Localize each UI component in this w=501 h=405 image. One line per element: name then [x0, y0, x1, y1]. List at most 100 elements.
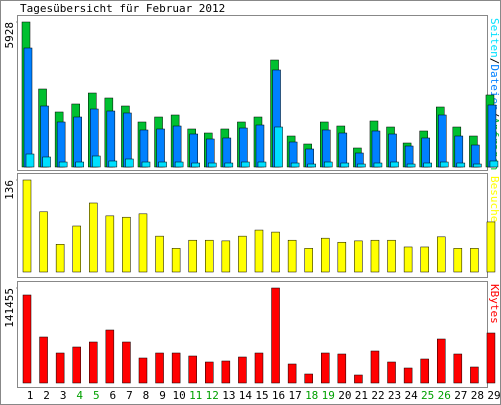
legend-entry: Besuche	[488, 176, 501, 222]
x-tick-label: 21	[355, 389, 368, 402]
bar	[106, 110, 116, 168]
bar	[238, 356, 247, 384]
bar	[421, 137, 430, 168]
bar	[440, 161, 449, 168]
bar	[420, 246, 429, 273]
bar	[371, 130, 381, 168]
bar	[89, 341, 98, 384]
bar	[221, 360, 231, 384]
bar	[222, 137, 232, 168]
x-tick-label: 24	[404, 389, 418, 402]
legend: KBytes	[488, 284, 501, 324]
bar	[304, 248, 313, 273]
panel	[17, 15, 488, 171]
bar	[191, 162, 200, 168]
bar	[58, 161, 68, 168]
bar	[105, 215, 115, 273]
bar	[324, 161, 333, 168]
bar	[473, 163, 482, 168]
x-tick-label: 6	[110, 389, 117, 402]
x-tick-label: 8	[143, 389, 150, 402]
x-tick-label: 9	[159, 389, 166, 402]
bar	[55, 352, 65, 384]
bar	[122, 216, 131, 273]
bar	[437, 236, 446, 273]
bar	[39, 336, 48, 384]
bar	[470, 248, 479, 273]
bar	[403, 367, 413, 384]
legend-separator: /	[488, 58, 501, 65]
x-tick-label: 16	[272, 389, 285, 402]
x-tick-label: 5	[93, 389, 100, 402]
bar	[255, 124, 265, 168]
bar	[205, 239, 214, 273]
bar	[141, 161, 151, 168]
bar	[174, 161, 184, 168]
bar	[338, 132, 348, 168]
bar	[73, 116, 82, 168]
y-tick-label: 136	[3, 180, 16, 200]
panel	[17, 281, 488, 388]
bar	[274, 126, 283, 168]
y-tick-label: 141455	[3, 288, 16, 328]
bar	[156, 128, 165, 168]
x-tick-label: 4	[76, 389, 83, 402]
bar	[387, 361, 396, 384]
bar	[486, 221, 496, 273]
legend-entry: Seiten	[488, 18, 501, 58]
x-tick-label: 19	[322, 389, 335, 402]
bar	[390, 161, 399, 168]
bar	[55, 244, 65, 273]
x-tick-label: 14	[239, 389, 253, 402]
bar	[39, 211, 48, 273]
bar	[22, 294, 32, 384]
bar	[370, 350, 380, 384]
bar	[89, 202, 98, 273]
bar	[489, 160, 499, 168]
bar	[307, 163, 316, 168]
x-tick-label: 29	[487, 389, 500, 402]
bar	[189, 133, 198, 168]
bar	[423, 162, 432, 168]
bar	[387, 239, 396, 273]
x-tick-label: 28	[471, 389, 484, 402]
bar	[456, 162, 466, 168]
bar	[23, 47, 33, 168]
bar	[486, 332, 496, 384]
bar	[138, 357, 148, 384]
panel	[17, 173, 488, 278]
bar	[171, 248, 181, 273]
x-tick-label: 13	[222, 389, 235, 402]
bar	[25, 153, 35, 168]
bar	[188, 239, 197, 273]
bar	[72, 225, 81, 273]
bar	[172, 125, 182, 168]
bar	[471, 144, 480, 168]
bar	[208, 162, 217, 168]
bar	[92, 155, 101, 168]
bar	[287, 363, 297, 384]
bar	[340, 162, 350, 168]
x-tick-label: 3	[60, 389, 67, 402]
bar	[56, 121, 66, 168]
x-tick-label: 23	[388, 389, 401, 402]
bar	[254, 352, 264, 384]
x-tick-label: 11	[189, 389, 202, 402]
bar	[257, 161, 267, 168]
x-tick-label: 22	[371, 389, 384, 402]
bar	[205, 361, 214, 384]
bar	[487, 104, 497, 168]
bar	[238, 235, 247, 273]
x-tick-label: 12	[206, 389, 219, 402]
bar	[155, 352, 164, 384]
bar	[22, 179, 32, 273]
bar	[138, 213, 148, 273]
legend: Besuche	[488, 176, 501, 222]
bar	[454, 135, 464, 168]
bar	[373, 162, 383, 168]
bar	[254, 229, 264, 273]
bar	[470, 366, 479, 384]
y-tick-label: 5928	[3, 22, 16, 49]
bar	[354, 240, 363, 273]
